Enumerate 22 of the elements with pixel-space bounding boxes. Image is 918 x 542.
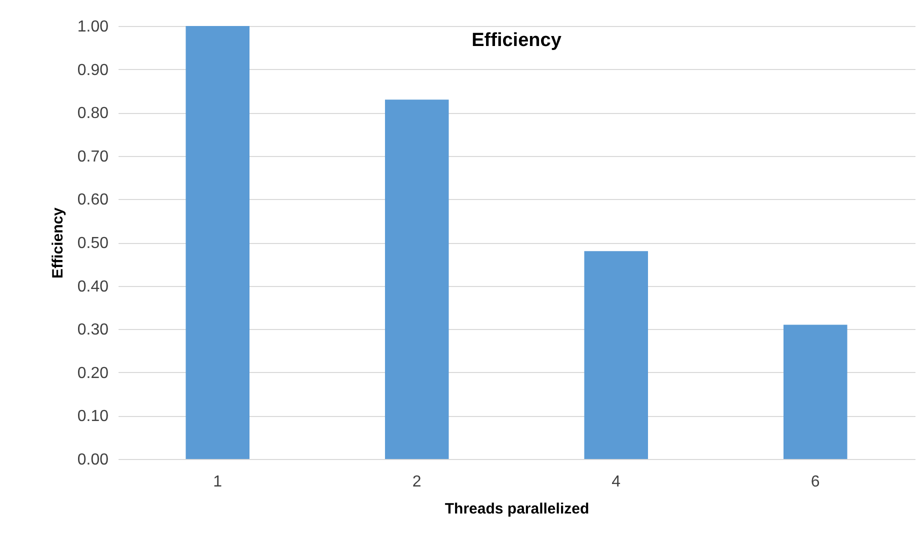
y-tick-label: 0.30 (77, 322, 109, 339)
y-tick-label: 0.80 (77, 105, 109, 122)
bar (783, 324, 848, 459)
x-tick-label: 1 (213, 474, 222, 490)
y-tick-label: 0.40 (77, 278, 109, 296)
y-axis-title: Efficiency (49, 206, 66, 278)
chart-title: Efficiency (472, 30, 562, 51)
bar (186, 26, 250, 459)
y-tick-label: 0.20 (77, 364, 109, 382)
x-tick-label: 2 (412, 474, 422, 490)
x-axis-title: Threads parallelized (444, 500, 590, 518)
bar (584, 251, 648, 459)
y-tick-label: 0.60 (77, 192, 109, 209)
y-tick-label: 1.00 (77, 18, 109, 36)
x-tick-label: 6 (810, 474, 820, 490)
y-tick-label: 0.50 (77, 235, 109, 252)
y-tick-label: 0.90 (77, 62, 109, 79)
bar (384, 100, 449, 459)
y-tick-label: 0.70 (77, 148, 109, 166)
y-tick-label: 0.10 (77, 408, 109, 426)
y-tick-label: 0.00 (77, 452, 109, 468)
x-tick-label: 4 (612, 474, 621, 490)
